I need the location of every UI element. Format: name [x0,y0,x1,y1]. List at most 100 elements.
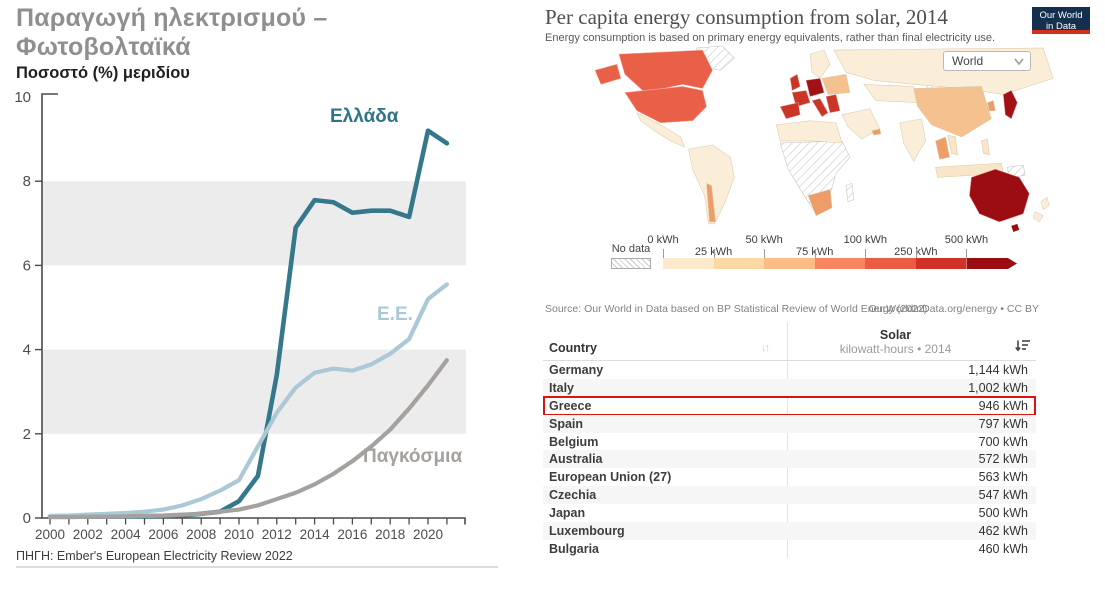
x-tick-label: 2014 [300,527,331,542]
table-row[interactable]: Italy 1,002 kWh [543,378,1036,397]
series-label-world: Παγκόσμια [363,446,462,467]
map-chile[interactable] [706,183,716,223]
legend-tick [966,249,968,258]
x-tick-label: 2016 [337,527,367,542]
legend-stop-label: 100 kWh [843,234,887,246]
map-korea[interactable] [987,100,996,111]
table-header: Country ↓↑ Solar kilowatt-hours • 2014 [543,322,1036,361]
legend-tick [713,249,715,258]
map-uae[interactable] [871,128,882,136]
legend-no-data-swatch[interactable] [611,258,651,269]
map-scandinavia[interactable] [809,49,831,79]
map-france[interactable] [791,90,811,107]
table-cell-value: 1,002 kWh [968,380,1028,395]
map-germany[interactable] [805,78,825,97]
owid-logo-line1: Our World [1039,10,1083,21]
table-cell-country: Bulgaria [549,541,600,556]
legend-color-bar[interactable] [663,258,1018,269]
map-japan[interactable] [1003,90,1018,120]
series-line-eu[interactable] [47,282,449,518]
left-chart-title-line1: Παραγωγή ηλεκτρισμού – [16,4,328,32]
map-usa[interactable] [624,86,707,124]
table-row-highlighted[interactable]: Greece 946 kWh [543,395,1036,416]
legend-segment-25kWh[interactable] [713,258,765,269]
y-tick-label: 4 [23,342,31,359]
map-central-asia[interactable] [863,84,918,103]
table-row[interactable]: Germany 1,144 kWh [543,361,1036,379]
map-south-africa[interactable] [807,189,833,217]
table-cell-country: Spain [549,416,584,431]
legend-segment-100kWh[interactable] [865,258,916,269]
legend-segment-250kWh[interactable] [915,258,967,269]
map-eastern-europe[interactable] [821,74,851,95]
x-tick-label: 2002 [73,527,103,542]
map-subtitle: Energy consumption is based on primary e… [545,32,996,44]
map-iberia[interactable] [779,102,801,120]
legend-tick [915,249,917,258]
map-india[interactable] [899,118,926,162]
map-southamerica[interactable] [688,144,735,225]
table-row[interactable]: Belgium 700 kWh [543,433,1036,451]
table-cell-country: Belgium [549,434,599,449]
map-philippines[interactable] [981,138,990,156]
legend-segment-500kWh[interactable] [966,258,1018,269]
column-header-country[interactable]: Country [549,341,597,355]
table-rows: Germany 1,144 kWh Italy 1,002 kWh Greece 946 … [543,361,1036,558]
legend-tick [764,249,766,258]
region-dropdown[interactable]: World [943,51,1031,71]
table-cell-value: 460 kWh [978,541,1028,556]
map-tasmania[interactable] [1011,223,1020,232]
world-choropleth-map[interactable] [585,44,1083,238]
table-row[interactable]: Czechia 547 kWh [543,486,1036,505]
x-tick-label: 2004 [111,527,142,542]
table-cell-value: 700 kWh [978,434,1028,449]
table-row[interactable]: Luxembourg 462 kWh [543,522,1036,540]
map-greece-balkans[interactable] [825,94,841,114]
map-middle-east[interactable] [841,108,881,140]
line-chart: 0 2 4 6 8 10 2000 2002 2004 2006 2008 2010 2012 2014 2… [14,89,466,542]
chevron-down-icon [1014,58,1024,66]
owid-logo-line2: in Data [1045,21,1077,32]
series-label-greece: Ελλάδα [330,106,399,127]
country-table: Country ↓↑ Solar kilowatt-hours • 2014 G… [543,322,1036,558]
table-cell-value: 946 kWh [978,398,1028,413]
map-license: OurWorldInData.org/energy • CC BY [868,303,1039,315]
column-header-solar[interactable]: Solar kilowatt-hours • 2014 [795,328,996,356]
map-italy[interactable] [811,98,829,118]
legend-tick [865,249,867,258]
map-canada[interactable] [618,49,713,93]
table-cell-country: Japan [549,506,586,521]
series-label-eu: Ε.Ε. [377,304,413,325]
map-australia[interactable] [969,169,1030,223]
legend-segment-50kWh[interactable] [764,258,815,269]
x-tick-label: 2000 [35,527,65,542]
map-alaska[interactable] [594,63,622,85]
table-row[interactable]: Australia 572 kWh [543,450,1036,469]
legend-stop-label: 0 kWh [647,234,679,246]
map-title: Per capita energy consumption from solar… [545,5,948,29]
map-north-africa[interactable] [775,120,843,144]
series-line-world[interactable] [47,358,449,520]
map-new-zealand[interactable] [1032,197,1050,223]
map-thailand[interactable] [935,136,950,160]
y-tick-label: 2 [23,426,31,443]
sort-icon-country[interactable]: ↓↑ [761,342,770,354]
table-cell-value: 500 kWh [978,506,1028,521]
map-uk[interactable] [789,73,801,91]
sort-icon-value-desc[interactable] [1015,339,1030,352]
legend-tick [663,249,664,258]
left-chart-ylabel: Ποσοστό (%) μεριδίου [16,64,190,82]
map-vietnam[interactable] [947,134,958,156]
table-row[interactable]: European Union (27) 563 kWh [543,468,1036,486]
table-cell-country: Greece [549,398,592,413]
map-china[interactable] [913,86,992,138]
owid-logo[interactable]: Our World in Data [1032,7,1090,34]
table-row[interactable]: Spain 797 kWh [543,414,1036,433]
legend-segment-75kWh[interactable] [814,258,866,269]
table-row[interactable]: Bulgaria 460 kWh [543,540,1036,558]
table-row[interactable]: Japan 500 kWh [543,504,1036,522]
legend-segment-0kWh[interactable] [663,258,714,269]
map-mexico[interactable] [636,112,686,148]
map-madagascar[interactable] [845,183,855,202]
table-cell-value: 797 kWh [978,416,1028,431]
